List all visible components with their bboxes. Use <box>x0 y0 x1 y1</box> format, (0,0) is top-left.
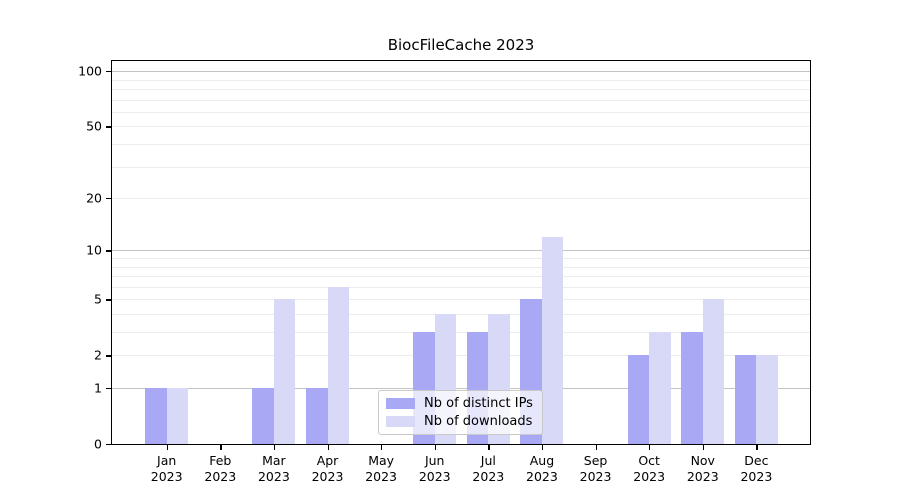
x-tick-1 <box>220 444 222 450</box>
gridline-minor-80 <box>112 89 810 91</box>
x-tick-11 <box>756 444 758 450</box>
gridline-minor-5 <box>112 299 810 301</box>
bar-nb-of-distinct-ips-dec-2023 <box>734 355 757 444</box>
bar-nb-of-distinct-ips-oct-2023 <box>627 355 650 444</box>
bar-nb-of-downloads-jan-2023 <box>166 388 189 444</box>
x-tick-7 <box>541 444 544 450</box>
x-tick-label-6: Jul 2023 <box>472 453 505 484</box>
x-tick-label-7: Aug 2023 <box>526 453 558 484</box>
bar-nb-of-distinct-ips-nov-2023 <box>681 332 703 444</box>
gridline-minor-60 <box>112 111 810 113</box>
gridline-minor-20 <box>112 198 810 200</box>
gridline-minor-40 <box>112 144 810 146</box>
x-tick-label-2: Mar 2023 <box>257 453 290 484</box>
bar-nb-of-distinct-ips-apr-2023 <box>306 388 328 444</box>
y-tick-label-20: 20 <box>86 190 102 206</box>
bar-nb-of-downloads-apr-2023 <box>327 286 349 444</box>
legend-item-downloads: Nb of downloads <box>386 414 533 429</box>
x-tick-label-4: May 2023 <box>365 453 398 484</box>
gridline-minor-90 <box>112 79 810 81</box>
y-tick-label-100: 100 <box>78 63 102 79</box>
gridline-minor-50 <box>112 126 810 128</box>
gridline-minor-4 <box>112 313 810 315</box>
x-tick-label-9: Oct 2023 <box>633 453 666 484</box>
y-tick-20 <box>106 198 112 200</box>
x-tick-4 <box>381 444 383 450</box>
bar-nb-of-downloads-oct-2023 <box>649 332 671 444</box>
y-tick-5 <box>106 299 112 301</box>
x-tick-label-8: Sep 2023 <box>579 453 612 484</box>
x-tick-0 <box>166 444 168 450</box>
x-tick-label-3: Apr 2023 <box>311 453 344 484</box>
y-tick-10 <box>106 250 112 252</box>
gridline-minor-6 <box>112 286 810 288</box>
gridline-major-1 <box>112 388 810 389</box>
chart-title: BiocFileCache 2023 <box>387 36 535 54</box>
legend-swatch-distinct-ips <box>386 398 415 409</box>
y-tick-label-1: 1 <box>94 380 102 396</box>
y-tick-50 <box>106 126 112 128</box>
y-tick-2 <box>106 355 112 357</box>
y-tick-0 <box>106 444 112 446</box>
legend-item-distinct-ips: Nb of distinct IPs <box>386 396 533 411</box>
y-tick-label-10: 10 <box>86 242 102 258</box>
y-tick-label-0: 0 <box>94 436 102 452</box>
bar-nb-of-downloads-mar-2023 <box>273 299 296 444</box>
bar-nb-of-downloads-nov-2023 <box>702 299 725 444</box>
legend: Nb of distinct IPs Nb of downloads <box>378 390 543 435</box>
x-tick-label-5: Jun 2023 <box>418 453 451 484</box>
x-tick-label-0: Jan 2023 <box>150 453 183 484</box>
gridline-minor-9 <box>112 258 810 259</box>
bar-nb-of-downloads-dec-2023 <box>756 355 778 444</box>
x-tick-9 <box>649 444 651 450</box>
x-tick-3 <box>327 444 329 450</box>
gridline-minor-30 <box>112 166 810 168</box>
x-tick-6 <box>488 444 490 450</box>
legend-swatch-downloads <box>386 416 415 427</box>
gridline-minor-8 <box>112 266 810 268</box>
bar-nb-of-distinct-ips-mar-2023 <box>252 388 274 444</box>
gridline-minor-3 <box>112 332 810 334</box>
gridline-major-10 <box>112 250 810 252</box>
x-tick-10 <box>702 444 705 450</box>
bar-nb-of-downloads-aug-2023 <box>541 236 564 444</box>
x-tick-label-1: Feb 2023 <box>204 453 237 484</box>
gridline-minor-70 <box>112 99 810 101</box>
x-tick-8 <box>595 444 597 450</box>
y-tick-label-50: 50 <box>86 118 102 134</box>
y-tick-100 <box>106 71 112 73</box>
x-tick-5 <box>434 444 437 450</box>
x-tick-label-10: Nov 2023 <box>686 453 719 484</box>
x-tick-label-11: Dec 2023 <box>740 453 773 484</box>
bar-nb-of-distinct-ips-jan-2023 <box>145 388 167 444</box>
legend-label-distinct-ips: Nb of distinct IPs <box>424 396 533 411</box>
y-tick-1 <box>106 388 112 390</box>
gridline-minor-2 <box>112 355 810 357</box>
gridline-major-100 <box>112 71 810 73</box>
y-tick-label-2: 2 <box>94 347 102 363</box>
gridline-minor-7 <box>112 276 810 278</box>
x-tick-2 <box>273 444 276 450</box>
y-tick-label-5: 5 <box>94 291 102 307</box>
legend-label-downloads: Nb of downloads <box>424 414 533 429</box>
